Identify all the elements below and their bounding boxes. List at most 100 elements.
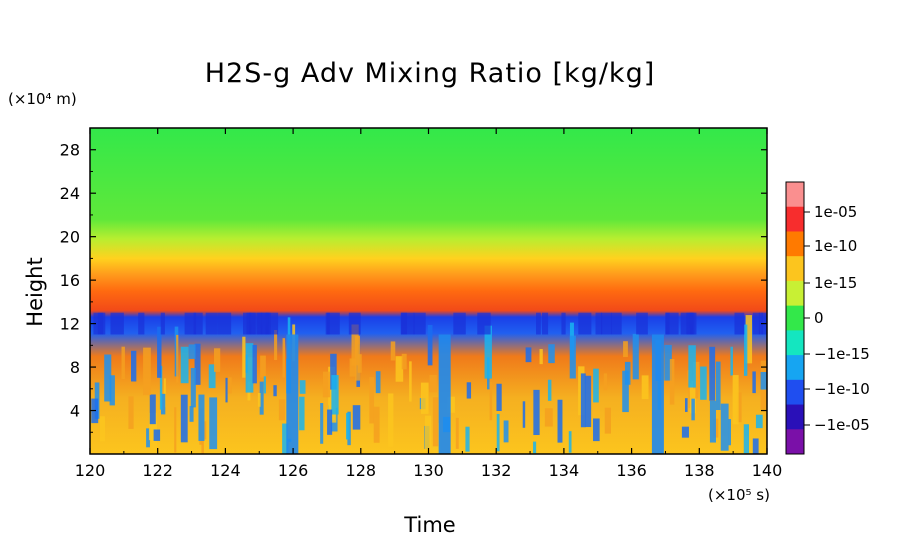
heatmap-streak — [346, 412, 350, 440]
heatmap-streak — [109, 375, 115, 406]
heatmap-streak — [352, 405, 361, 430]
heatmap-streak — [669, 359, 675, 405]
heatmap-streak — [544, 408, 553, 427]
heatmap-band-cell — [542, 312, 549, 335]
heatmap-streak — [557, 399, 563, 443]
heatmap-streak — [533, 441, 537, 454]
y-tick-label: 8 — [70, 358, 80, 377]
heatmap-streak — [282, 423, 289, 454]
y-tick-label: 20 — [60, 228, 80, 247]
heatmap-streak — [373, 406, 380, 443]
heatmap-streak — [388, 393, 394, 447]
y-tick-label: 28 — [60, 141, 80, 160]
heatmap-streak — [593, 418, 600, 442]
heatmap-streak — [684, 398, 688, 412]
heatmap-streak — [432, 397, 439, 447]
heatmap-streak — [622, 370, 629, 413]
colorbar-frame — [785, 181, 805, 455]
heatmap-streak — [143, 347, 151, 396]
heatmap-streak — [351, 324, 359, 366]
heatmap-streak — [148, 412, 157, 441]
colorbar-label: 1e-05 — [814, 203, 857, 221]
heatmap-band-cell — [257, 312, 269, 335]
heatmap-streak — [159, 365, 163, 410]
heatmap-band-cell — [110, 312, 124, 335]
heatmap-streak — [149, 394, 156, 425]
heatmap-streak — [174, 407, 177, 453]
heatmap-streak — [252, 344, 257, 384]
heatmap-band-cell — [477, 312, 491, 335]
heatmap-streak — [180, 394, 188, 443]
heatmap-streak — [752, 438, 759, 454]
heatmap-streak — [681, 426, 689, 438]
heatmap-streak — [743, 324, 748, 376]
x-tick-label: 120 — [75, 461, 106, 480]
heatmap-streak — [728, 419, 731, 446]
x-tick-label: 130 — [413, 461, 444, 480]
colorbar: 1e-05 1e-10 1e-15 0 −1e-15 −1e-10 −1e-05 — [786, 182, 870, 455]
heatmap-streak — [585, 375, 592, 428]
heatmap-streak — [189, 406, 194, 422]
heatmap-band-cell — [758, 312, 763, 335]
heatmap-streak — [263, 376, 266, 394]
heatmap-streak — [214, 348, 221, 372]
heatmap-streak — [539, 349, 543, 365]
heatmap-streak — [569, 335, 576, 379]
x-unit-label: (×10⁵ s) — [708, 486, 770, 504]
heatmap-streak — [153, 429, 161, 441]
heatmap-column — [286, 334, 299, 454]
heatmap-band-cell — [536, 312, 541, 335]
x-tick-label: 140 — [752, 461, 783, 480]
y-tick-label: 4 — [70, 402, 80, 421]
x-tick-label: 126 — [278, 461, 309, 480]
heatmap-streak — [743, 424, 750, 454]
heatmap-streak — [603, 373, 608, 391]
colorbar-swatch — [786, 231, 804, 257]
heatmap-streak — [128, 396, 134, 429]
heatmap-streak — [604, 407, 611, 434]
heatmap-band-cell — [752, 312, 761, 335]
heatmap-streak — [160, 393, 166, 415]
colorbar-swatch — [786, 404, 804, 430]
heatmap-column — [651, 334, 664, 454]
x-tick-label: 136 — [616, 461, 647, 480]
heatmap-band-cell — [217, 312, 232, 335]
heatmap-streak — [465, 426, 470, 452]
heatmap-streak — [322, 371, 331, 398]
heatmap-streak — [188, 344, 196, 359]
colorbar-swatch — [786, 206, 804, 232]
colorbar-label: 0 — [814, 309, 824, 327]
heatmap-streak — [395, 356, 404, 382]
heatmap-band-cell — [413, 312, 426, 335]
heatmap-column — [438, 334, 451, 454]
heatmap-streak — [623, 341, 628, 358]
heatmap-band-cell — [160, 312, 165, 335]
heatmap-streak — [736, 392, 742, 423]
heatmap-streak — [163, 378, 166, 408]
heatmap-band-cell — [601, 312, 612, 335]
heatmap-streak — [745, 315, 753, 364]
x-axis: 120 122 124 126 128 130 132 134 136 138 140 — [75, 128, 783, 480]
heatmap-band-cell — [561, 312, 566, 335]
heatmap-band-cell — [97, 312, 106, 335]
heatmap-band-cell — [578, 312, 592, 335]
heatmap-streaks — [91, 312, 767, 454]
heatmap-streak — [689, 380, 697, 414]
heatmap-streak — [429, 374, 437, 393]
heatmap-streak — [278, 399, 286, 421]
heatmap-streak — [447, 396, 455, 413]
heatmap-streak — [709, 400, 716, 443]
y-axis-label: Height — [23, 257, 47, 326]
x-tick-label: 132 — [481, 461, 512, 480]
x-tick-label: 122 — [142, 461, 173, 480]
heatmap-streak — [664, 344, 672, 381]
y-tick-label: 16 — [60, 271, 80, 290]
heatmap-streak — [548, 344, 555, 364]
heatmap-band-cell — [636, 312, 648, 335]
heatmap-streak — [455, 417, 459, 449]
colorbar-swatch — [786, 280, 804, 307]
y-tick-label: 24 — [60, 184, 80, 203]
heatmap-streak — [709, 346, 716, 401]
heatmap-streak — [260, 355, 266, 378]
